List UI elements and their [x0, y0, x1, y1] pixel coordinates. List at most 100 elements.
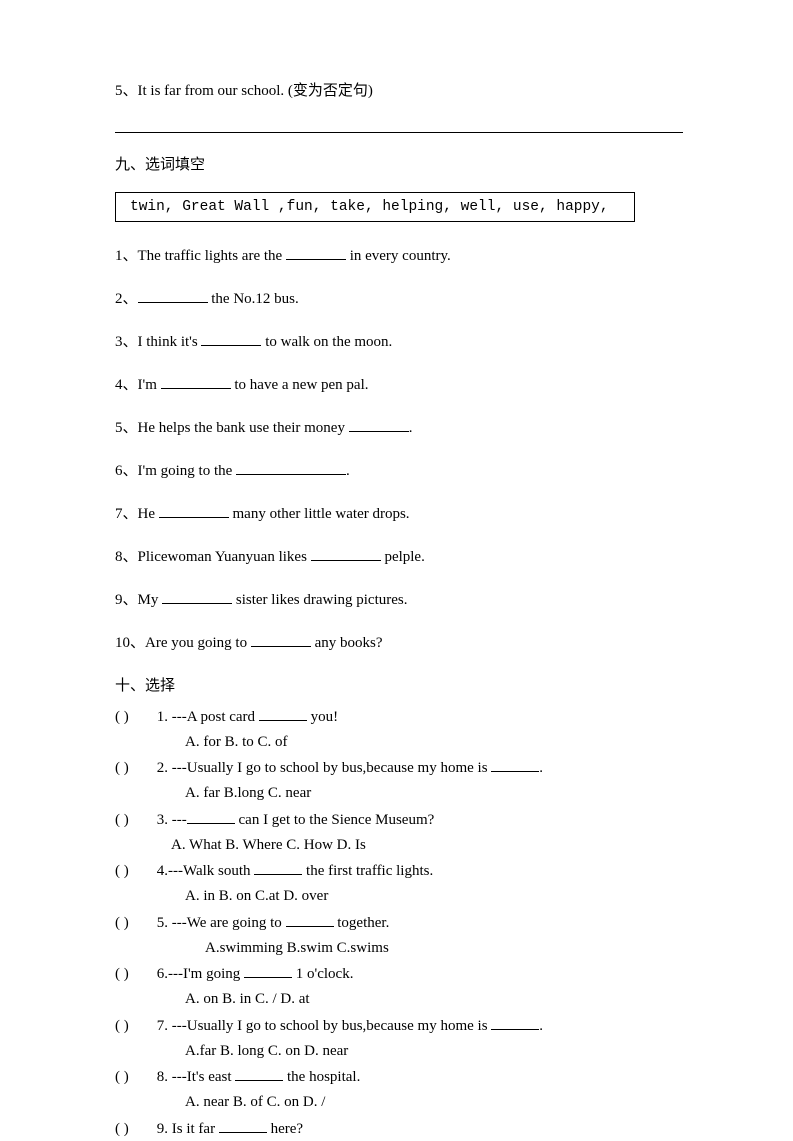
- answer-paren[interactable]: ( ): [115, 1066, 153, 1089]
- blank[interactable]: [159, 502, 229, 518]
- blank[interactable]: [259, 705, 307, 721]
- blank[interactable]: [161, 373, 231, 389]
- choice-item: ( ) 7. ---Usually I go to school by bus,…: [115, 1014, 683, 1038]
- q-stem: ---Walk south: [168, 863, 254, 879]
- q-stem: ---It's east: [168, 1069, 235, 1085]
- q-num: 5.: [157, 915, 168, 931]
- q-stem: ---We are going to: [168, 915, 286, 931]
- answer-line: [115, 131, 683, 133]
- item-pre: The traffic lights are the: [138, 248, 286, 264]
- fill-blank-list: 1、The traffic lights are the in every co…: [115, 244, 683, 652]
- choice-options: A. on B. in C. / D. at: [115, 988, 683, 1011]
- blank[interactable]: [311, 545, 381, 561]
- item-pre: He helps the bank use their money: [138, 420, 349, 436]
- item-num: 5、: [115, 420, 138, 436]
- q5-num: 5、: [115, 83, 138, 99]
- q-post: can I get to the Sience Museum?: [235, 812, 435, 828]
- blank[interactable]: [201, 330, 261, 346]
- choice-item: ( ) 3. --- can I get to the Sience Museu…: [115, 808, 683, 832]
- blank[interactable]: [491, 1014, 539, 1030]
- worksheet-page: 5、It is far from our school. (变为否定句) 九、选…: [0, 0, 793, 1122]
- fill-item: 10、Are you going to any books?: [115, 631, 683, 652]
- item-post: .: [409, 420, 413, 436]
- q-post: .: [539, 760, 543, 776]
- item-num: 1、: [115, 248, 138, 264]
- choice-item: ( ) 6.---I'm going 1 o'clock.: [115, 962, 683, 986]
- item-post: sister likes drawing pictures.: [232, 592, 407, 608]
- section-9-title: 九、选词填空: [115, 153, 683, 174]
- item-post: .: [346, 463, 350, 479]
- q-stem: ---Usually I go to school by bus,because…: [168, 1018, 491, 1034]
- q-stem: ---I'm going: [168, 966, 244, 982]
- item-pre: I'm going to the: [138, 463, 237, 479]
- fill-item: 6、I'm going to the .: [115, 459, 683, 480]
- fill-item: 3、I think it's to walk on the moon.: [115, 330, 683, 351]
- q-num: 9.: [157, 1121, 168, 1137]
- blank[interactable]: [254, 859, 302, 875]
- answer-paren[interactable]: ( ): [115, 860, 153, 883]
- fill-item: 1、The traffic lights are the in every co…: [115, 244, 683, 265]
- blank[interactable]: [244, 962, 292, 978]
- q-post: the first traffic lights.: [302, 863, 433, 879]
- q-post: together.: [334, 915, 390, 931]
- item-num: 3、: [115, 334, 138, 350]
- blank[interactable]: [187, 808, 235, 824]
- q-num: 8.: [157, 1069, 168, 1085]
- section-10-title: 十、选择: [115, 674, 683, 695]
- item-pre: My: [138, 592, 163, 608]
- answer-paren[interactable]: ( ): [115, 963, 153, 986]
- question-5: 5、It is far from our school. (变为否定句): [115, 80, 683, 103]
- choice-item: ( ) 5. ---We are going to together.: [115, 911, 683, 935]
- item-num: 9、: [115, 592, 138, 608]
- blank[interactable]: [286, 911, 334, 927]
- blank[interactable]: [286, 244, 346, 260]
- item-num: 4、: [115, 377, 138, 393]
- choice-list: ( ) 1. ---A post card you! A. for B. to …: [115, 705, 683, 1141]
- q-stem: Is it far: [168, 1121, 219, 1137]
- item-post: any books?: [311, 635, 383, 651]
- item-post: to walk on the moon.: [261, 334, 392, 350]
- choice-options: A. for B. to C. of: [115, 731, 683, 754]
- answer-paren[interactable]: ( ): [115, 1015, 153, 1038]
- fill-item: 9、My sister likes drawing pictures.: [115, 588, 683, 609]
- q-num: 4.: [157, 863, 168, 879]
- item-post: pelple.: [381, 549, 425, 565]
- blank[interactable]: [491, 756, 539, 772]
- choice-options: A. near B. of C. on D. /: [115, 1091, 683, 1114]
- blank[interactable]: [235, 1065, 283, 1081]
- answer-paren[interactable]: ( ): [115, 912, 153, 935]
- item-num: 7、: [115, 506, 138, 522]
- item-pre: Plicewoman Yuanyuan likes: [138, 549, 311, 565]
- q-post: you!: [307, 709, 338, 725]
- q-num: 6.: [157, 966, 168, 982]
- item-post: in every country.: [346, 248, 451, 264]
- q-post: .: [539, 1018, 543, 1034]
- choice-item: ( ) 2. ---Usually I go to school by bus,…: [115, 756, 683, 780]
- item-pre: He: [138, 506, 159, 522]
- q5-text: It is far from our school. (变为否定句): [138, 83, 373, 99]
- blank[interactable]: [219, 1117, 267, 1133]
- blank[interactable]: [349, 416, 409, 432]
- q-stem: ---: [168, 812, 187, 828]
- answer-paren[interactable]: ( ): [115, 757, 153, 780]
- answer-paren[interactable]: ( ): [115, 809, 153, 832]
- blank[interactable]: [138, 287, 208, 303]
- fill-item: 4、I'm to have a new pen pal.: [115, 373, 683, 394]
- choice-options: A. far B.long C. near: [115, 782, 683, 805]
- blank[interactable]: [162, 588, 232, 604]
- item-num: 6、: [115, 463, 138, 479]
- answer-paren[interactable]: ( ): [115, 1118, 153, 1141]
- item-pre: Are you going to: [145, 635, 251, 651]
- item-num: 8、: [115, 549, 138, 565]
- blank[interactable]: [236, 459, 346, 475]
- q-num: 2.: [157, 760, 168, 776]
- q-num: 7.: [157, 1018, 168, 1034]
- choice-options: A.swimming B.swim C.swims: [115, 937, 683, 960]
- q-stem: ---A post card: [168, 709, 259, 725]
- q-num: 3.: [157, 812, 168, 828]
- blank[interactable]: [251, 631, 311, 647]
- word-bank-box: twin, Great Wall ,fun, take, helping, we…: [115, 192, 635, 222]
- answer-paren[interactable]: ( ): [115, 706, 153, 729]
- choice-item: ( ) 1. ---A post card you!: [115, 705, 683, 729]
- item-post: many other little water drops.: [229, 506, 410, 522]
